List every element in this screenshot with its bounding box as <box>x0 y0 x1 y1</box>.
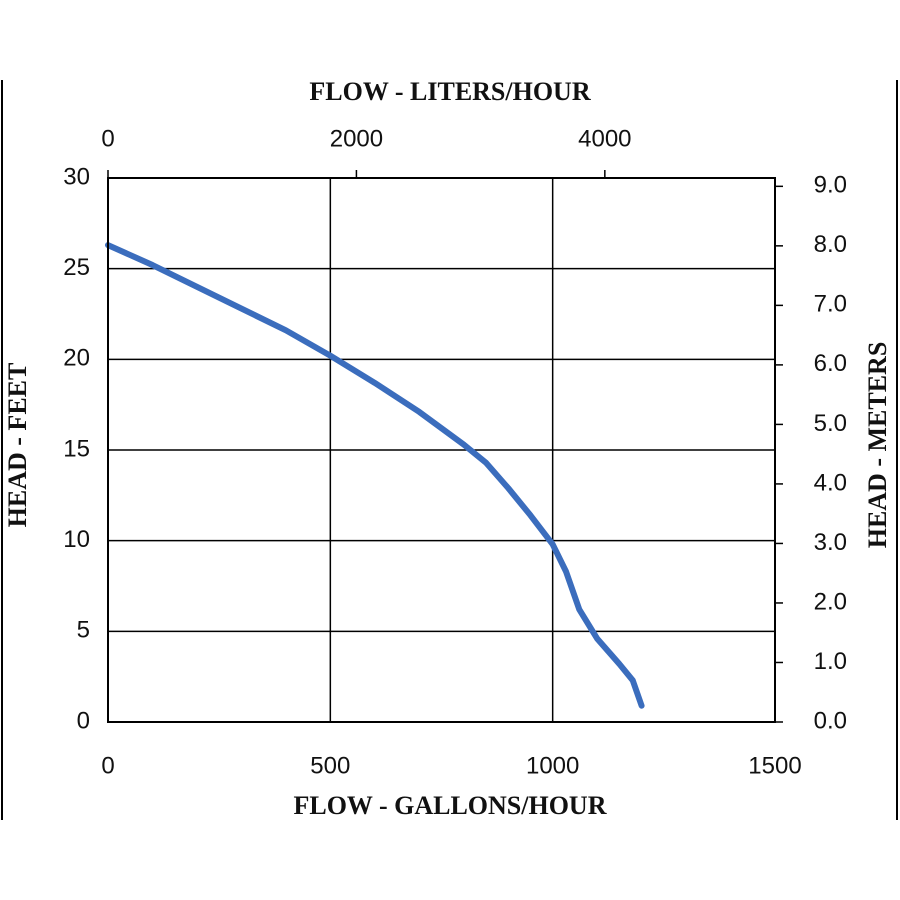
x-tick-label: 1000 <box>526 752 579 779</box>
y-axis-title: HEAD - FEET <box>3 363 32 528</box>
x2-tick-label: 4000 <box>578 125 631 152</box>
y2-tick-label: 6.0 <box>814 350 847 377</box>
y2-axis-title: HEAD - METERS <box>863 342 892 549</box>
y-tick-label: 20 <box>63 345 90 372</box>
y-tick-label: 30 <box>63 163 90 190</box>
data-line <box>105 242 645 709</box>
y2-tick-label: 1.0 <box>814 648 847 675</box>
y-tick-label: 10 <box>63 526 90 553</box>
y-tick-label: 0 <box>77 707 90 734</box>
x-tick-label: 0 <box>101 752 114 779</box>
y2-tick-label: 2.0 <box>814 588 847 615</box>
x-tick-label: 500 <box>310 752 350 779</box>
y2-tick-label: 7.0 <box>814 291 847 318</box>
y-tick-label: 5 <box>77 617 90 644</box>
x2-tick-label: 2000 <box>330 125 383 152</box>
x-axis-title: FLOW - GALLONS/HOUR <box>293 791 606 820</box>
top-axis-title: FLOW - LITERS/HOUR <box>309 77 590 106</box>
y2-tick-label: 8.0 <box>814 231 847 258</box>
y2-tick-label: 4.0 <box>814 469 847 496</box>
y2-tick-label: 5.0 <box>814 410 847 437</box>
x-tick-label: 1500 <box>748 752 801 779</box>
x2-tick-label: 0 <box>101 125 114 152</box>
y-tick-label: 15 <box>63 435 90 462</box>
y-tick-label: 25 <box>63 254 90 281</box>
plot-frame <box>107 177 776 723</box>
y2-tick-label: 3.0 <box>814 529 847 556</box>
y2-tick-label: 9.0 <box>814 172 847 199</box>
y2-tick-label: 0.0 <box>814 707 847 734</box>
